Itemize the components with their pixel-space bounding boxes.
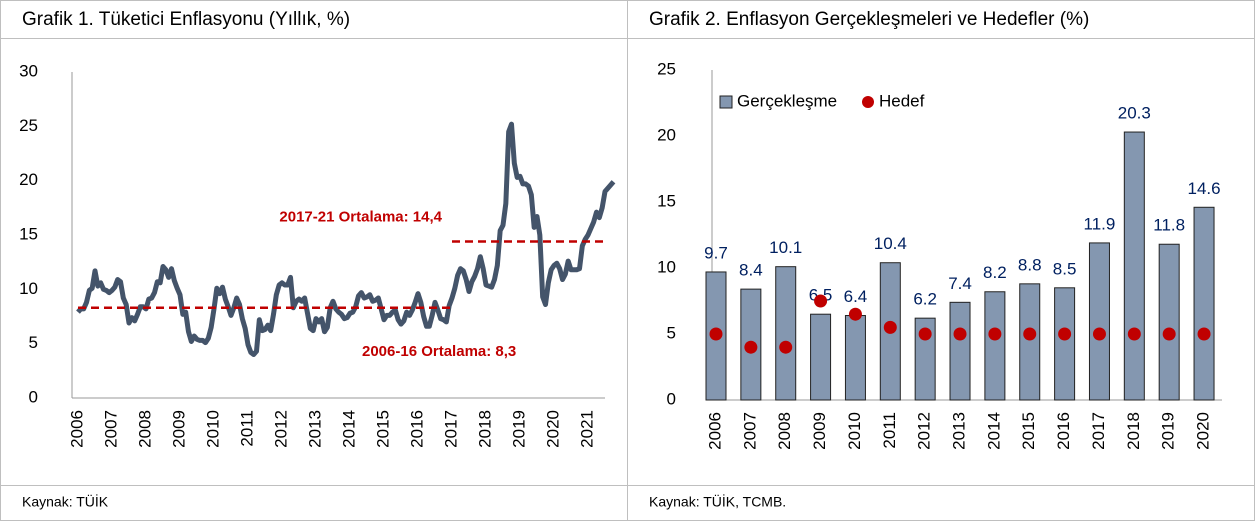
reference-label: 2017-21 Ortalama: 14,4 [279,208,442,225]
data-label: 9.7 [704,243,728,262]
dot [988,327,1002,341]
x-tick-label: 2008 [135,410,154,448]
reference-label: 2006-16 Ortalama: 8,3 [362,343,516,360]
x-tick-label: 2014 [984,412,1003,450]
x-tick-label: 2020 [543,410,562,448]
x-tick-label: 2007 [740,412,759,450]
bar [1019,283,1041,401]
bar [810,313,832,401]
dot [1162,327,1176,341]
x-tick-label: 2009 [169,410,188,448]
dot [814,294,828,308]
bar [1088,242,1110,401]
x-tick-label: 2018 [1124,412,1143,450]
x-tick-label: 2019 [509,410,528,448]
dot [1058,327,1072,341]
y-tick-label: 20 [19,170,38,189]
x-tick-label: 2015 [1019,412,1038,450]
data-label: 8.5 [1053,259,1077,278]
source: Kaynak: TÜİK, TCMB. [649,493,786,510]
data-label: 6.2 [913,290,937,309]
dot [1127,327,1141,341]
x-tick-label: 2012 [915,412,934,450]
y-tick-label: 10 [19,279,38,298]
x-tick-label: 2013 [305,410,324,448]
data-label: 7.4 [948,274,972,293]
x-tick-label: 2011 [237,410,256,447]
dot [1023,327,1037,341]
data-label: 8.2 [983,263,1007,282]
x-tick-label: 2010 [845,412,864,450]
legend-label: Gerçekleşme [737,91,837,110]
y-tick-label: 25 [657,59,676,78]
x-tick-label: 2014 [339,410,358,448]
x-tick-label: 2013 [950,412,969,450]
x-tick-label: 2006 [67,410,86,448]
x-tick-label: 2015 [373,410,392,448]
source: Kaynak: TÜİK [22,493,109,510]
x-tick-label: 2007 [101,410,120,448]
y-tick-label: 30 [19,61,38,80]
x-tick-label: 2016 [1054,412,1073,450]
x-tick-label: 2016 [407,410,426,448]
bar [984,291,1006,401]
bar [1123,131,1145,401]
x-tick-label: 2009 [810,412,829,450]
line [76,121,616,358]
x-tick-label: 2006 [705,412,724,450]
y-tick-label: 10 [657,257,676,276]
dot [1092,327,1106,341]
chart-title: Grafik 2. Enflasyon Gerçekleşmeleri ve H… [649,9,1089,30]
dot [918,327,932,341]
y-tick-label: 5 [29,333,38,352]
dot [744,340,758,354]
data-label: 8.4 [739,261,763,280]
y-tick-label: 15 [19,224,38,243]
data-label: 11.9 [1084,214,1116,233]
y-tick-label: 0 [29,387,38,406]
x-tick-label: 2008 [775,412,794,450]
data-label: 10.1 [769,238,802,257]
bar [1158,243,1180,401]
data-label: 11.8 [1153,216,1185,235]
bar [844,315,866,401]
data-label: 8.8 [1018,255,1042,274]
x-tick-label: 2018 [475,410,494,448]
legend-swatch [862,96,874,108]
y-tick-label: 25 [19,116,38,135]
dot [883,320,897,334]
data-label: 14.6 [1187,179,1220,198]
bar [1193,206,1215,401]
data-label: 6.4 [844,287,868,306]
dot [779,340,793,354]
bar [949,301,971,401]
y-tick-label: 5 [667,323,676,342]
x-tick-label: 2012 [271,410,290,448]
bar [914,317,936,401]
legend-label: Hedef [879,91,925,110]
x-tick-label: 2017 [1089,412,1108,450]
x-tick-label: 2020 [1194,412,1213,450]
chart-title: Grafik 1. Tüketici Enflasyonu (Yıllık, %… [22,9,350,30]
x-tick-label: 2017 [441,410,460,448]
x-tick-label: 2010 [203,410,222,448]
y-tick-label: 15 [657,191,676,210]
y-tick-label: 20 [657,125,676,144]
dot [848,307,862,321]
y-tick-label: 0 [667,389,676,408]
dot [1197,327,1211,341]
x-tick-label: 2019 [1159,412,1178,450]
bar [1054,287,1076,401]
legend-swatch [719,95,733,109]
bar [775,266,797,401]
dot [709,327,723,341]
x-tick-label: 2021 [577,410,596,448]
data-label: 20.3 [1118,104,1151,123]
x-tick-label: 2011 [880,412,899,449]
data-label: 10.4 [874,234,907,253]
dot [953,327,967,341]
